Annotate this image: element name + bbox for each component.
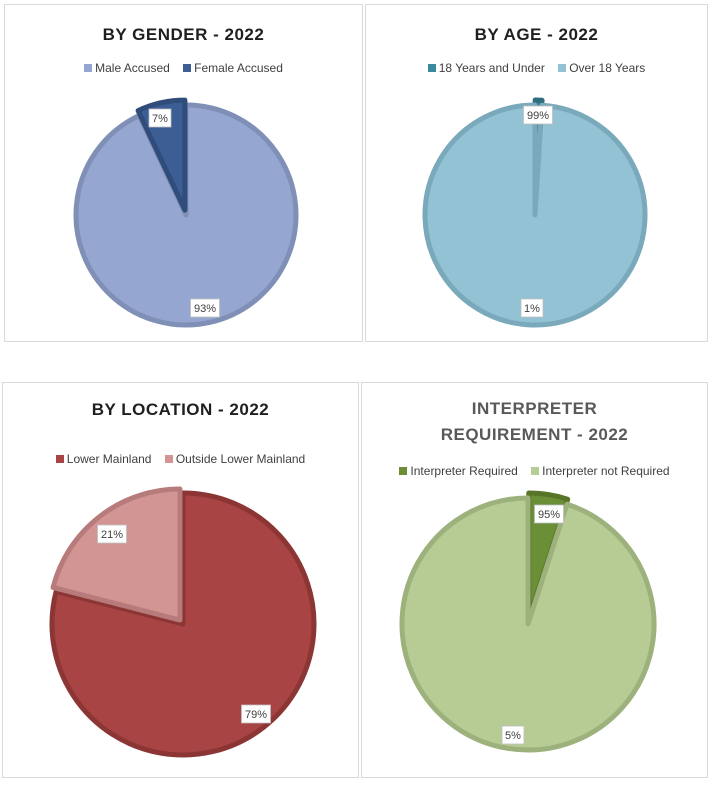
- legend-label: 18 Years and Under: [438, 61, 545, 75]
- pie-chart-gender: 93% 7%: [73, 97, 299, 328]
- legend-label: Interpreter not Required: [542, 464, 670, 478]
- chart-title: INTERPRETER REQUIREMENT - 2022: [440, 399, 629, 444]
- chart-title: BY GENDER - 2022: [102, 25, 265, 44]
- data-label: 93%: [190, 298, 220, 318]
- legend-label: Outside Lower Mainland: [175, 452, 306, 466]
- data-label-text: 5%: [505, 730, 521, 742]
- legend-item: Outside Lower Mainland: [164, 452, 306, 466]
- legend-label: Lower Mainland: [66, 452, 152, 466]
- data-label: 5%: [501, 725, 525, 745]
- legend-item: Lower Mainland: [55, 452, 152, 466]
- interpreter-chart-panel: INTERPRETER REQUIREMENT - 2022 Interpret…: [361, 382, 708, 778]
- legend-swatch-female: [183, 64, 192, 72]
- chart-title: BY AGE - 2022: [474, 25, 599, 44]
- pie-chart-interpreter: 5% 95%: [399, 490, 657, 753]
- data-label: 95%: [534, 504, 564, 524]
- data-label: 21%: [97, 524, 127, 544]
- legend-item: 18 Years and Under: [427, 61, 545, 75]
- pie-slice-male-accused: [73, 102, 299, 328]
- pie-slice-over-18-years: [422, 102, 648, 328]
- gender-chart-panel: BY GENDER - 2022 Male Accused Female Acc…: [4, 4, 363, 342]
- legend-swatch-outside-lower-mainland: [164, 455, 173, 463]
- data-label-text: 95%: [538, 509, 560, 521]
- data-label: 1%: [520, 298, 544, 318]
- data-label-text: 21%: [101, 529, 123, 541]
- legend-label: Interpreter Required: [410, 464, 518, 478]
- chart-legend: Lower Mainland Outside Lower Mainland: [3, 452, 358, 466]
- legend-swatch-lower-mainland: [55, 455, 64, 463]
- legend-swatch-interpreter-not-required: [531, 467, 540, 475]
- pie-chart-location: 79% 21%: [49, 486, 317, 758]
- data-label-text: 93%: [194, 303, 216, 315]
- age-chart-panel: BY AGE - 2022 18 Years and Under Over 18…: [365, 4, 708, 342]
- data-label-text: 7%: [152, 113, 168, 125]
- legend-swatch-interpreter-required: [399, 467, 408, 475]
- legend-item: Interpreter Required: [399, 464, 518, 478]
- data-label: 7%: [148, 108, 172, 128]
- chart-legend: Interpreter Required Interpreter not Req…: [362, 464, 707, 478]
- legend-swatch-under-18: [427, 64, 436, 72]
- legend-item: Male Accused: [84, 61, 170, 75]
- chart-legend: Male Accused Female Accused: [5, 61, 362, 75]
- legend-swatch-male: [84, 64, 93, 72]
- legend-label: Male Accused: [95, 61, 170, 75]
- legend-item: Over 18 Years: [558, 61, 645, 75]
- data-label-text: 79%: [245, 709, 267, 721]
- pie-slice-outside-lower-mainland: [50, 486, 183, 623]
- data-label: 79%: [241, 704, 271, 724]
- location-chart-panel: BY LOCATION - 2022 Lower Mainland Outsid…: [2, 382, 359, 778]
- pie-chart-age: 1% 99%: [422, 97, 648, 328]
- pie-slice-interpreter-not-required: [399, 495, 657, 753]
- pie-slice-female-accused: [135, 97, 188, 213]
- pie-slice-lower-mainland: [49, 490, 317, 758]
- data-label-text: 1%: [524, 303, 540, 315]
- legend-label: Over 18 Years: [569, 61, 646, 75]
- data-label: 99%: [523, 105, 553, 125]
- data-label-text: 99%: [527, 110, 549, 122]
- legend-item: Interpreter not Required: [531, 464, 670, 478]
- legend-item: Female Accused: [183, 61, 283, 75]
- chart-legend: 18 Years and Under Over 18 Years: [366, 61, 707, 75]
- chart-title: BY LOCATION - 2022: [91, 400, 270, 419]
- legend-label: Female Accused: [194, 61, 283, 75]
- legend-swatch-over-18: [558, 64, 567, 72]
